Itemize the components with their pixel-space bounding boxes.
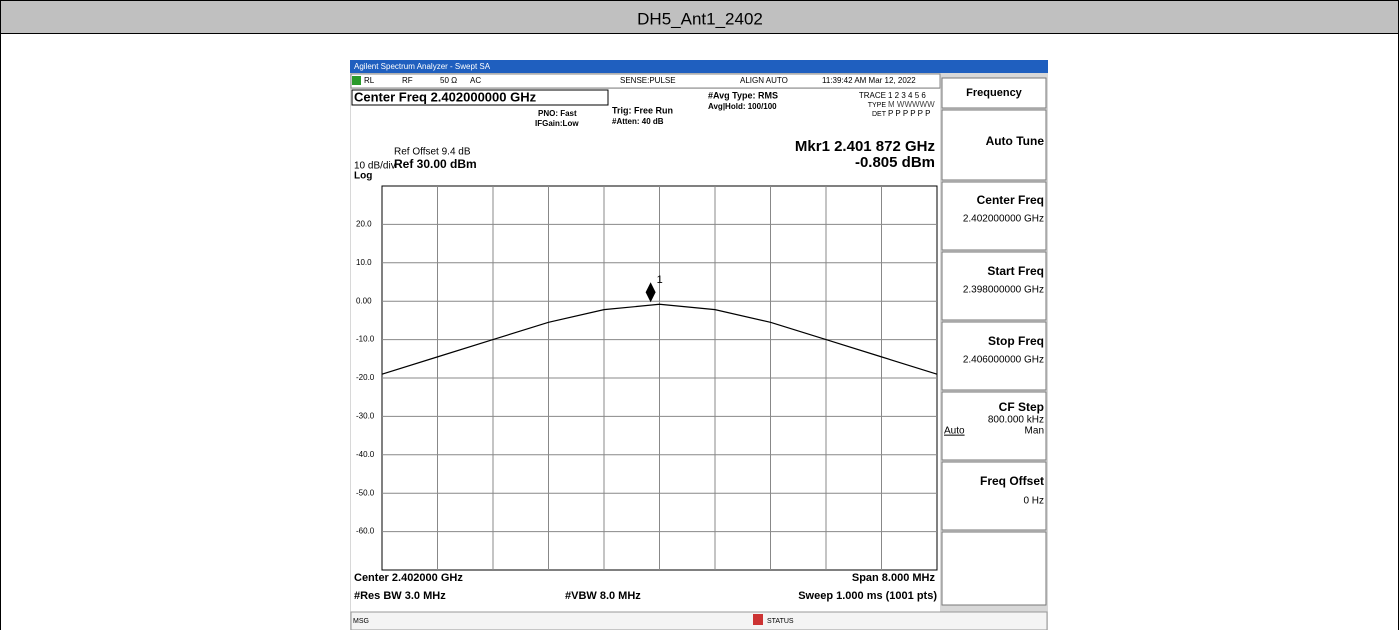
status-rf: RF (402, 76, 413, 85)
log: Log (354, 171, 372, 182)
screen (351, 89, 940, 612)
softkey[interactable] (941, 531, 1047, 606)
softkey-header (941, 77, 1047, 109)
softkey[interactable] (941, 391, 1047, 461)
y-tick-label: 20.0 (356, 220, 372, 229)
msg-bar (350, 611, 1048, 630)
avg-hold: Avg|Hold: 100/100 (708, 102, 777, 111)
lxi-icon (352, 76, 361, 85)
trace (381, 303, 938, 375)
y-tick-label: -10.0 (356, 335, 375, 344)
status-icon (753, 614, 763, 625)
y-tick-label: -20.0 (356, 373, 375, 382)
status-rl: RL (364, 76, 375, 85)
header-text: DH5_Ant1_2402 (637, 9, 763, 28)
softkey-value: 2.402000000 GHz (963, 214, 1044, 225)
ifgain: IFGain:Low (535, 119, 579, 128)
trace-value: 1 2 3 4 5 6 (888, 91, 926, 100)
header-cell (0, 0, 1399, 34)
status-label: STATUS (767, 618, 794, 625)
y-tick-label: 10.0 (356, 258, 372, 267)
softkey[interactable] (941, 461, 1047, 531)
status-coupling: AC (470, 76, 481, 85)
softkey-label: Auto Tune (986, 134, 1045, 148)
softkey-label: Center Freq (977, 193, 1044, 207)
marker-freq: Mkr1 2.401 872 GHz (795, 138, 935, 155)
status-sense: SENSE:PULSE (620, 76, 676, 85)
rbw-label: #Res BW 3.0 MHz (354, 590, 446, 602)
y-tick-label: 0.00 (356, 296, 372, 305)
trig: Trig: Free Run (612, 105, 673, 115)
softkey[interactable] (941, 181, 1047, 251)
softkey-value: 2.406000000 GHz (963, 355, 1044, 366)
softkey-label: CF Step (999, 400, 1044, 414)
y-tick-label: -40.0 (356, 450, 375, 459)
scale: 10 dB/div (354, 161, 396, 172)
title-bar (350, 60, 1048, 73)
msg: MSG (353, 618, 369, 625)
center-freq-text: Center Freq 2.402000000 GHz (354, 89, 537, 104)
pno: PNO: Fast (538, 109, 577, 118)
softkey-option: Auto (944, 426, 965, 437)
vbw-label: #VBW 8.0 MHz (565, 590, 641, 602)
softkey-value: 0 Hz (1023, 496, 1044, 507)
status-row (350, 73, 941, 89)
type-label: TYPE (868, 102, 887, 109)
softkey-label: Stop Freq (988, 334, 1044, 348)
softkey[interactable] (941, 251, 1047, 321)
softkey-value: 800.000 kHz (988, 415, 1044, 426)
softkey-value: 2.398000000 GHz (963, 285, 1044, 296)
center-label: Center 2.402000 GHz (354, 572, 463, 584)
span-label: Span 8.000 MHz (852, 572, 936, 584)
status-impedance: 50 Ω (440, 76, 457, 85)
ref-level: Ref 30.00 dBm (394, 157, 477, 171)
type-value: M WWWWW (888, 100, 935, 109)
det-value: P P P P P P (888, 109, 930, 118)
sweep-label: Sweep 1.000 ms (1001 pts) (798, 590, 937, 602)
marker-level: -0.805 dBm (855, 154, 935, 171)
avg-type: #Avg Type: RMS (708, 90, 778, 100)
trace-label: TRACE (859, 91, 886, 100)
ref-offset: Ref Offset 9.4 dB (394, 147, 471, 158)
y-tick-label: -30.0 (356, 412, 375, 421)
atten: #Atten: 40 dB (612, 117, 664, 126)
softkey[interactable] (941, 321, 1047, 391)
softkey[interactable] (941, 109, 1047, 181)
softkey-label: Start Freq (987, 264, 1044, 278)
y-tick-label: -50.0 (356, 488, 375, 497)
center-freq-box (351, 89, 609, 106)
marker (645, 282, 656, 303)
status-align: ALIGN AUTO (740, 76, 788, 85)
y-tick-label: -60.0 (356, 527, 375, 536)
softkey-option: Man (1025, 426, 1044, 437)
softkey-label: Freq Offset (980, 474, 1044, 488)
softkey-header-text: Frequency (966, 87, 1023, 99)
title-bar-text: Agilent Spectrum Analyzer - Swept SA (354, 62, 491, 71)
status-time: 11:39:42 AM Mar 12, 2022 (822, 76, 916, 85)
marker-label: 1 (657, 274, 663, 286)
det-label: DET (872, 111, 887, 118)
